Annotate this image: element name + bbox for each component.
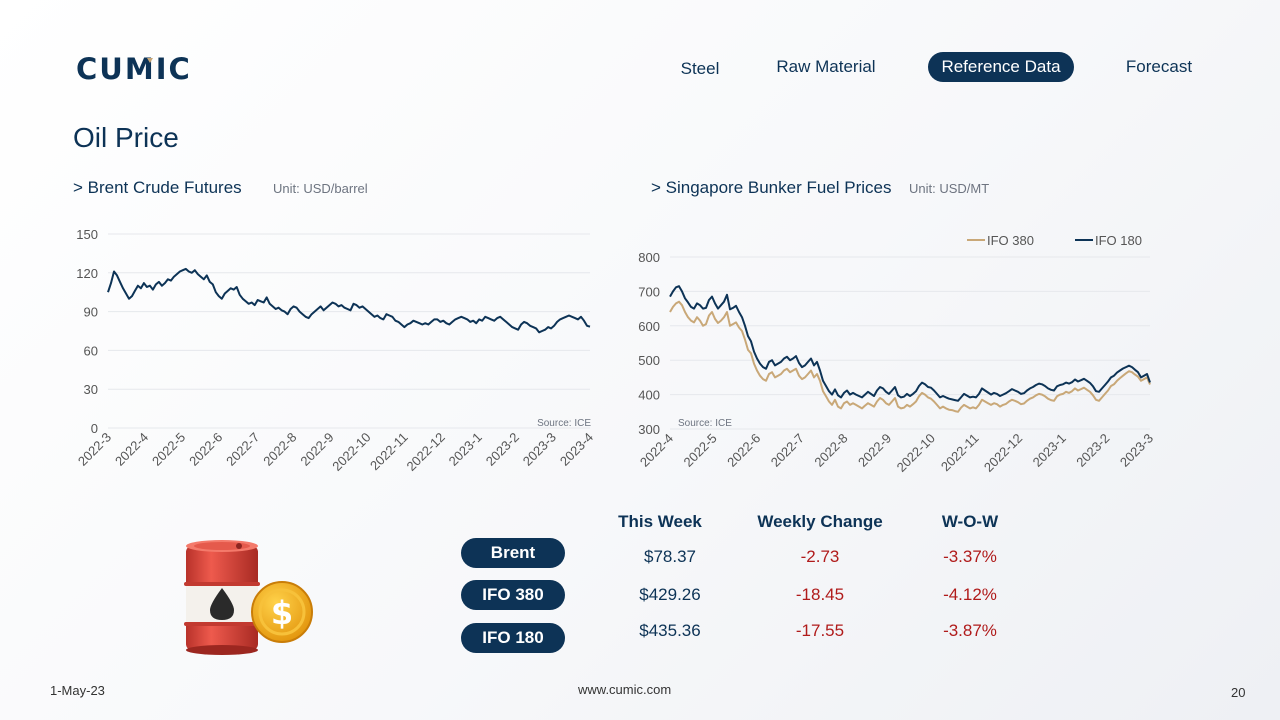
- brent-x-tick-label: 2022-7: [223, 430, 262, 469]
- brent-x-tick-label: 2023-1: [446, 430, 485, 469]
- bunker-series-line-ifo-180: [669, 285, 1151, 402]
- bunker-gridlines: [670, 256, 1150, 430]
- bunker-x-tick-label: 2023-1: [1030, 431, 1069, 470]
- bunker-x-tick-label: 2022-9: [855, 431, 894, 470]
- oil-barrel-icon: $: [184, 540, 313, 655]
- brent-y-tick-label: 150: [76, 227, 98, 242]
- brent-x-tick-label: 2022-8: [260, 430, 299, 469]
- brent-y-ticks: 0 30 60 90 120 150: [76, 227, 98, 436]
- bunker-x-tick-label: 2022-7: [768, 431, 807, 470]
- brent-y-tick-label: 120: [76, 266, 98, 281]
- brent-y-tick-label: 90: [84, 305, 98, 320]
- bunker-y-tick-label: 400: [638, 388, 660, 403]
- brent-series: [107, 267, 591, 334]
- brent-gridlines: [108, 233, 590, 429]
- brent-x-tick-label: 2022-10: [329, 430, 373, 474]
- brent-source: Source: ICE: [537, 418, 591, 429]
- brent-x-tick-label: 2022-11: [367, 430, 411, 474]
- brent-chart: 0 30 60 90 120 150 2022-32022-42022-52022-620…: [75, 227, 596, 474]
- ifo380-price: $429.26: [639, 585, 701, 604]
- brent-x-tick-label: 2022-4: [112, 430, 151, 469]
- brent-x-tick-label: 2022-5: [149, 430, 188, 469]
- bunker-y-tick-label: 800: [638, 250, 660, 265]
- ifo380-change: -18.45: [795, 585, 845, 604]
- brent-x-ticks: 2022-32022-42022-52022-62022-72022-82022…: [75, 430, 596, 474]
- header-this-week: This Week: [618, 512, 702, 531]
- brent-wow: -3.37%: [943, 547, 997, 566]
- row-label-ifo380: IFO 380: [461, 580, 565, 610]
- bunker-series: [669, 285, 1151, 413]
- footer-page-number: 20: [1231, 685, 1246, 700]
- row-label-brent: Brent: [461, 538, 565, 568]
- bunker-y-tick-label: 600: [638, 319, 660, 334]
- bunker-chart: 300 400 500 600 700 800 2022-4 2022-5 2022-6 202…: [637, 233, 1156, 475]
- bunker-section-title: > Singapore Bunker Fuel Prices: [651, 178, 892, 197]
- bunker-x-tick-label: 2022-6: [724, 431, 763, 470]
- nav-steel[interactable]: Steel: [680, 59, 720, 78]
- bunker-x-tick-label: 2022-10: [894, 431, 938, 475]
- row-label-ifo180: IFO 180: [461, 623, 565, 653]
- cumic-logo: CUMIC: [76, 52, 192, 84]
- bunker-legend: IFO 380 IFO 180: [967, 233, 1142, 248]
- brent-x-tick-label: 2023-2: [483, 430, 522, 469]
- bunker-y-tick-label: 300: [638, 422, 660, 437]
- brent-series-line: [107, 267, 591, 334]
- brent-y-tick-label: 0: [91, 421, 98, 436]
- brent-unit: Unit: USD/barrel: [273, 181, 368, 196]
- nav-reference-data[interactable]: Reference Data: [928, 52, 1074, 82]
- header-wow: W-O-W: [941, 512, 999, 531]
- footer-website[interactable]: www.cumic.com: [578, 682, 672, 697]
- logo-text: CUMIC: [76, 52, 192, 84]
- brent-y-tick-label: 60: [84, 343, 98, 358]
- bunker-y-tick-label: 700: [638, 284, 660, 299]
- brent-price: $78.37: [644, 547, 696, 566]
- header-weekly-change: Weekly Change: [757, 512, 883, 531]
- brent-change: -2.73: [800, 547, 840, 566]
- brent-x-tick-label: 2023-3: [520, 430, 559, 469]
- bunker-x-tick-label: 2023-2: [1073, 431, 1112, 470]
- ifo180-change: -17.55: [795, 621, 845, 640]
- dollar-sign-icon: $: [271, 594, 293, 632]
- bunker-x-tick-label: 2022-12: [981, 431, 1025, 475]
- nav-forecast[interactable]: Forecast: [1125, 57, 1193, 76]
- ifo380-wow: -4.12%: [943, 585, 997, 604]
- bunker-series-line-ifo-380: [669, 300, 1151, 413]
- bunker-y-ticks: 300 400 500 600 700 800: [638, 250, 660, 437]
- legend-label: IFO 380: [987, 233, 1034, 248]
- bunker-x-tick-label: 2023-3: [1117, 431, 1156, 470]
- ifo180-price: $435.36: [639, 621, 701, 640]
- ifo180-wow: -3.87%: [943, 621, 997, 640]
- brent-x-tick-label: 2022-12: [403, 430, 447, 474]
- logo-accent: [147, 58, 153, 63]
- brent-x-tick-label: 2022-6: [186, 430, 225, 469]
- bunker-x-ticks: 2022-4 2022-5 2022-6 2022-7 2022-8 2022-9 2022…: [637, 431, 1156, 475]
- footer-date: 1-May-23: [50, 683, 105, 698]
- brent-section-title: > Brent Crude Futures: [73, 178, 242, 197]
- nav-raw-material[interactable]: Raw Material: [776, 57, 876, 76]
- brent-y-tick-label: 30: [84, 382, 98, 397]
- bunker-unit: Unit: USD/MT: [909, 181, 990, 196]
- legend-label: IFO 180: [1095, 233, 1142, 248]
- bunker-y-tick-label: 500: [638, 353, 660, 368]
- bunker-x-tick-label: 2022-5: [681, 431, 720, 470]
- bunker-x-tick-label: 2022-8: [811, 431, 850, 470]
- brent-x-tick-label: 2023-4: [557, 430, 596, 469]
- bunker-source: Source: ICE: [678, 418, 732, 429]
- page-title: Oil Price: [73, 122, 179, 153]
- bunker-x-tick-label: 2022-11: [938, 431, 982, 475]
